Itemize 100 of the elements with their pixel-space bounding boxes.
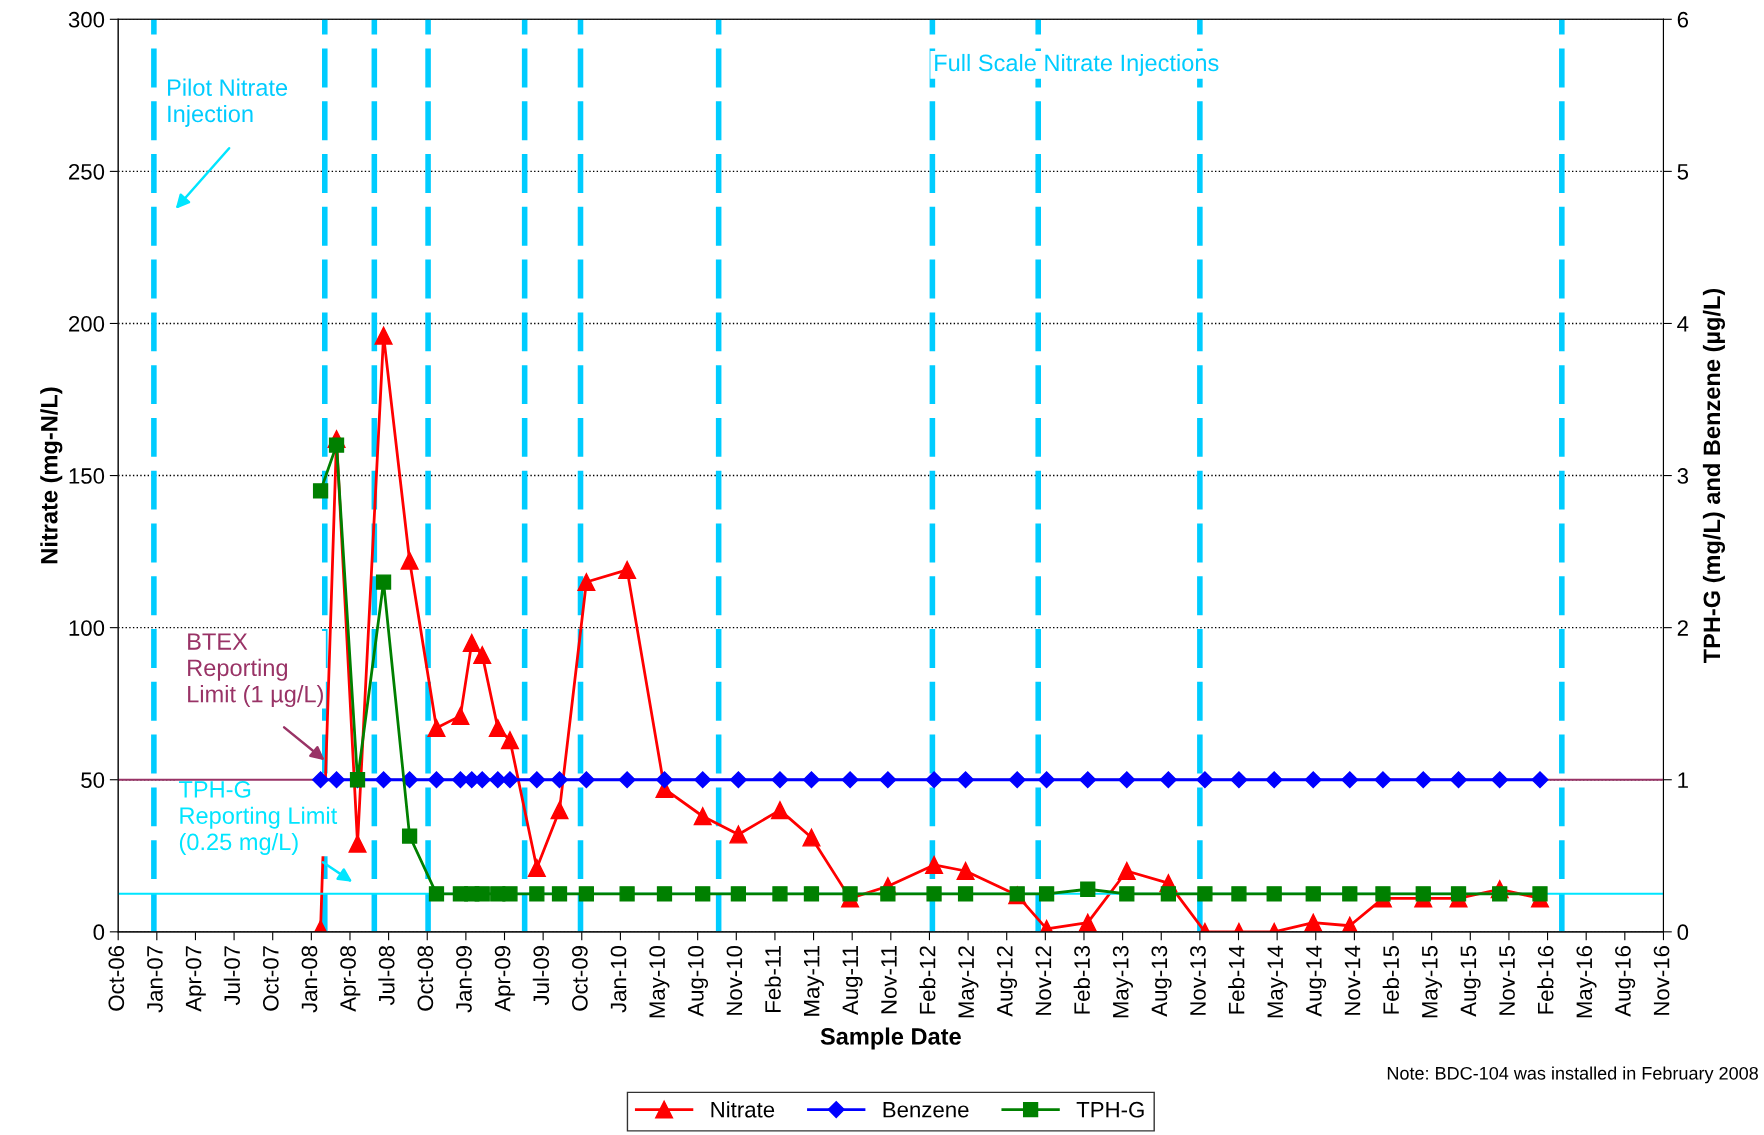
point <box>1078 913 1097 932</box>
point <box>1532 886 1548 902</box>
x-tick-label: May-11 <box>804 946 824 1016</box>
point <box>401 828 418 844</box>
point <box>618 771 636 789</box>
point <box>772 886 788 902</box>
point <box>695 886 711 902</box>
point <box>879 771 897 789</box>
x-tick-label: Jul-09 <box>532 946 550 1006</box>
y-tick-label: 250 <box>69 163 105 180</box>
x-tick-label: Nov-12 <box>1035 946 1052 1015</box>
x-tick-label: Aug-13 <box>1151 946 1172 1017</box>
x-tick-label: Feb-14 <box>1228 945 1245 1014</box>
legend-label: Nitrate <box>711 1101 775 1118</box>
point <box>656 886 673 902</box>
y2-tick-label: 5 <box>1677 164 1689 180</box>
point <box>694 771 712 789</box>
point <box>1341 771 1359 789</box>
point <box>618 560 637 579</box>
x-tick-label: Jan-08 <box>301 945 318 1013</box>
point <box>462 633 481 652</box>
point <box>474 886 490 902</box>
point <box>729 771 747 789</box>
y-tick-label: 50 <box>81 772 105 789</box>
x-tick-label: Feb-15 <box>1382 945 1399 1014</box>
x-tick-label: Nov-11 <box>881 946 897 1014</box>
legend-label: Benzene <box>883 1102 969 1118</box>
point <box>1079 771 1097 789</box>
point <box>1159 771 1177 789</box>
point <box>1304 771 1322 789</box>
point <box>550 801 569 820</box>
y-tick-label: 150 <box>69 468 105 484</box>
point <box>427 719 446 738</box>
x-tick-label: Jan-10 <box>610 945 627 1013</box>
point <box>1160 886 1177 902</box>
x-tick-label: Apr-08 <box>340 945 361 1012</box>
point <box>693 807 712 826</box>
x-tick-label: Apr-09 <box>494 946 515 1012</box>
point <box>1450 886 1467 902</box>
x-tick-label: Apr-07 <box>185 946 206 1012</box>
point <box>312 771 330 789</box>
annotation: Full Scale Nitrate Injections <box>935 53 1219 76</box>
ref-line-label: TPH-G Reporting Limit (0.25 mg/L) <box>178 780 338 855</box>
point <box>925 855 944 874</box>
point <box>1008 771 1026 789</box>
point <box>803 886 820 902</box>
point <box>501 771 519 789</box>
x-tick-label: Nov-15 <box>1499 945 1515 1015</box>
x-tick-label: Aug-16 <box>1615 946 1636 1017</box>
point <box>374 326 393 345</box>
point <box>957 886 974 902</box>
point <box>771 771 789 789</box>
point <box>328 437 345 453</box>
point <box>619 886 635 902</box>
point <box>577 572 596 592</box>
point <box>1531 771 1549 789</box>
x-tick-label: Feb-16 <box>1537 946 1554 1014</box>
x-tick-label: Aug-10 <box>687 945 709 1017</box>
point <box>527 858 546 877</box>
y-tick-label: 100 <box>69 620 105 636</box>
point <box>925 771 943 789</box>
y2-axis-title: TPH-G (mg/L) and Benzene (µg/L) <box>1702 288 1726 664</box>
x-tick-label: May-16 <box>1576 946 1597 1018</box>
y2-tick-label: 4 <box>1677 316 1689 332</box>
point <box>451 706 470 725</box>
y-tick-label: 200 <box>69 316 105 332</box>
point <box>1265 771 1283 789</box>
point <box>1118 771 1136 789</box>
ref-line-label: BTEX Reporting Limit (1 µg/L) <box>188 633 323 708</box>
x-tick-label: Nov-16 <box>1653 946 1670 1015</box>
point <box>1342 886 1358 902</box>
point <box>473 646 492 665</box>
y2-tick-label: 3 <box>1677 468 1689 484</box>
x-tick-label: Feb-13 <box>1073 946 1090 1014</box>
x-tick-label: Jul-07 <box>223 946 241 1006</box>
point <box>578 886 595 902</box>
x-axis-title: Sample Date <box>820 1027 961 1050</box>
point <box>1304 913 1323 932</box>
point <box>375 574 392 590</box>
x-tick-label: Aug-15 <box>1460 945 1481 1017</box>
point <box>842 886 858 902</box>
point <box>550 771 569 789</box>
point <box>956 861 975 881</box>
legend-label: TPH-G <box>1076 1101 1144 1118</box>
point <box>551 886 568 902</box>
point <box>1196 771 1214 789</box>
point <box>1491 771 1509 789</box>
x-tick-label: Oct-07 <box>262 946 279 1011</box>
point <box>1492 886 1508 902</box>
point <box>500 731 519 750</box>
point <box>1414 771 1432 789</box>
x-tick-label: Feb-12 <box>919 946 936 1014</box>
point <box>926 886 942 902</box>
point <box>729 825 748 844</box>
annotation: Pilot Nitrate Injection <box>168 78 288 127</box>
point <box>770 801 789 820</box>
x-tick-label: Jan-07 <box>147 946 163 1013</box>
point <box>730 886 747 902</box>
x-tick-label: Jul-08 <box>378 945 395 1006</box>
x-tick-label: May-14 <box>1267 945 1288 1018</box>
